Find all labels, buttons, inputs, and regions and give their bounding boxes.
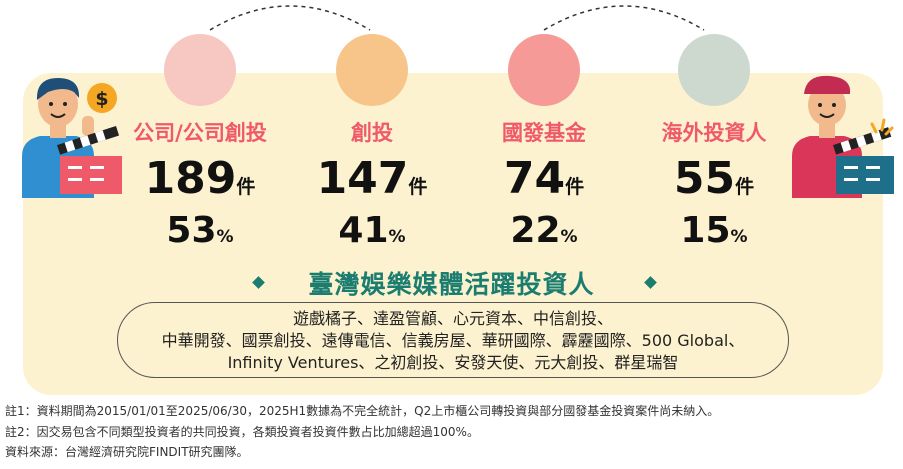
count-value: 74件: [503, 153, 585, 204]
investor-line: 中華開發、國票創投、遠傳電信、信義房屋、華研國際、霹靂國際、500 Global…: [161, 331, 745, 350]
category-corporate: 公司/公司創投 189件 53%: [115, 118, 285, 254]
dollar-icon: $: [95, 88, 108, 110]
investor-line: 遊戲橘子、達盈管顧、心元資本、中信創投、: [292, 309, 613, 328]
percent-value: 15%: [680, 210, 748, 251]
category-label: 國發基金: [502, 121, 586, 145]
percent-value: 41%: [338, 210, 406, 251]
footnotes: 註1：資料期間為2015/01/01至2025/06/30，2025H1數據為不…: [5, 401, 719, 463]
category-vc: 創投 147件 41%: [287, 118, 457, 254]
category-label: 創投: [351, 121, 393, 145]
percent-value: 53%: [166, 210, 234, 251]
percent-value: 22%: [510, 210, 578, 251]
count-value: 189件: [144, 153, 256, 204]
category-circle-3: [508, 34, 580, 106]
investor-man-illustration: $: [22, 78, 122, 198]
category-circle-2: [336, 34, 408, 106]
category-label: 公司/公司創投: [133, 121, 267, 145]
investor-woman-illustration: [792, 75, 894, 198]
connector-arcs: [209, 5, 705, 31]
arc-2: [543, 5, 705, 31]
footnote-2: 註2：因交易包含不同類型投資者的共同投資，各類投資者投資件數占比加總超過100%…: [5, 424, 479, 439]
category-circle-1: [164, 34, 236, 106]
count-value: 55件: [673, 153, 755, 204]
investor-list: 遊戲橘子、達盈管顧、心元資本、中信創投、 中華開發、國票創投、遠傳電信、信義房屋…: [117, 302, 789, 378]
category-overseas: 海外投資人 55件 15%: [629, 118, 799, 254]
investor-line: Infinity Ventures、之初創投、安發天使、元大創投、群星瑞智: [227, 353, 679, 372]
category-national-fund: 國發基金 74件 22%: [459, 118, 629, 254]
section-heading: 臺灣娛樂媒體活躍投資人: [308, 270, 595, 299]
background-panel: [23, 73, 883, 395]
data-source: 資料來源：台灣經濟研究院FINDIT研究團隊。: [5, 445, 249, 459]
category-circle-4: [678, 34, 750, 106]
arc-1: [209, 5, 371, 31]
count-value: 147件: [316, 153, 428, 204]
footnote-1: 註1：資料期間為2015/01/01至2025/06/30，2025H1數據為不…: [5, 404, 720, 418]
category-label: 海外投資人: [661, 121, 767, 145]
